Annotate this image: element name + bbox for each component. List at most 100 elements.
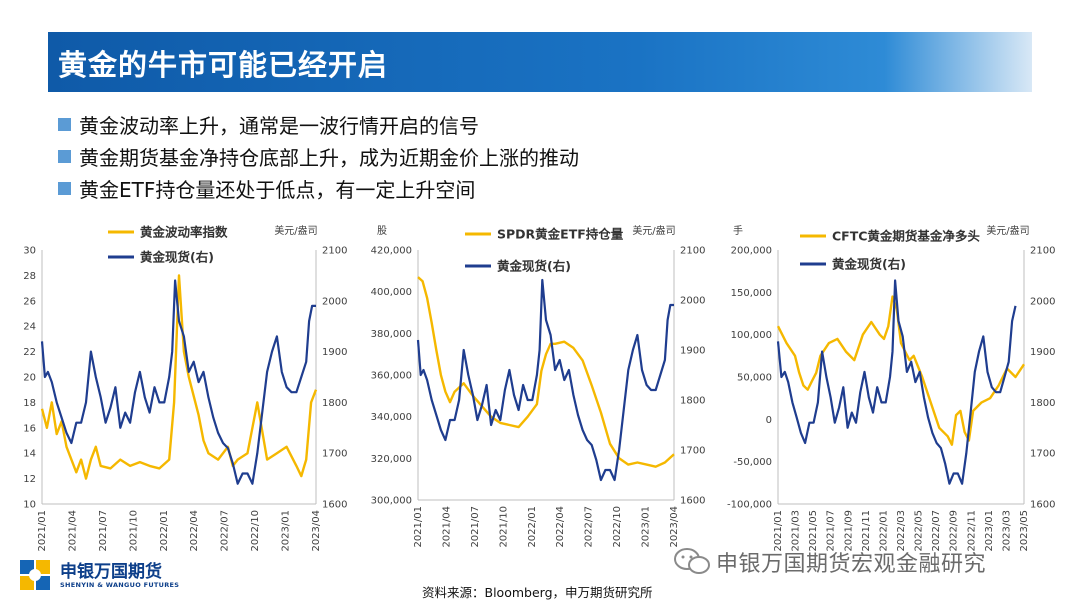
- company-logo: 申银万国期货 SHENYIN & WANGUO FUTURES: [18, 558, 179, 594]
- source-note: 资料来源：Bloomberg，申万期货研究所: [422, 585, 653, 600]
- chart-panel-3: -100,000 -50,000 0 50,000 100,000 150,000 200,…: [727, 224, 1055, 552]
- x-tick-label: 2021/04: [441, 506, 452, 548]
- bullet-text: 黄金ETF持仓量还处于低点，有一定上升空间: [79, 177, 476, 202]
- bullet-item: 黄金ETF持仓量还处于低点，有一定上升空间: [58, 172, 579, 204]
- right-tick-label: 1600: [322, 500, 347, 511]
- left-tick-label: 22: [23, 347, 36, 358]
- x-tick-label: 2022/09: [949, 510, 960, 552]
- x-tick-label: 2022/04: [555, 506, 566, 548]
- x-tick-label: 2022/05: [914, 510, 925, 552]
- x-tick-label: 2022/01: [159, 510, 170, 552]
- x-tick-label: 2022/11: [966, 510, 977, 552]
- left-tick-label: 10: [23, 500, 36, 511]
- right-tick-label: 1900: [322, 347, 347, 358]
- x-tick-label: 2023/01: [984, 510, 995, 552]
- left-tick-label: 200,000: [731, 246, 772, 257]
- right-tick-label: 2100: [322, 246, 347, 257]
- x-tick-label: 2021/01: [37, 510, 48, 552]
- x-tick-label: 2021/09: [843, 510, 854, 552]
- right-tick-label: 2100: [1030, 246, 1055, 257]
- x-tick-label: 2023/05: [1019, 510, 1030, 552]
- right-tick-label: 2000: [680, 296, 705, 307]
- legend-label: 黄金现货(右): [832, 257, 906, 272]
- bullet-text: 黄金波动率上升，通常是一波行情开启的信号: [79, 113, 479, 138]
- left-tick-label: 420,000: [371, 246, 412, 257]
- chart-panel-2: 300,000 320,000 340,000 360,000 380,000 400,0…: [371, 224, 706, 548]
- x-tick-label: 2022/03: [896, 510, 907, 552]
- right-tick-label: 2100: [680, 246, 705, 257]
- left-tick-label: 50,000: [737, 373, 772, 384]
- x-tick-label: 2023/04: [669, 506, 680, 548]
- series-line-gold-spot: [416, 278, 674, 482]
- x-tick-label: 2021/11: [861, 510, 872, 552]
- legend-label: SPDR黄金ETF持仓量: [497, 227, 624, 242]
- chart-panel-1: 10 12 14 16 18 20 22 24 26 28 30 1600 1700 1800 1900 20…: [23, 224, 347, 552]
- x-tick-label: 2021/03: [791, 510, 802, 552]
- right-unit-label: 美元/盎司: [274, 224, 317, 237]
- right-unit-label: 美元/盎司: [986, 224, 1029, 237]
- right-tick-label: 1900: [680, 346, 705, 357]
- left-tick-label: 28: [23, 271, 36, 282]
- left-tick-label: 18: [23, 398, 36, 409]
- right-tick-label: 2000: [1030, 296, 1055, 307]
- legend-label: 黄金波动率指数: [140, 225, 228, 240]
- x-tick-label: 2022/07: [584, 506, 595, 548]
- left-tick-label: -100,000: [727, 500, 772, 511]
- left-tick-label: 24: [23, 322, 36, 333]
- x-tick-label: 2021/01: [413, 506, 424, 548]
- x-tick-label: 2022/01: [527, 506, 538, 548]
- title-bar: [48, 32, 1032, 92]
- left-tick-label: 150,000: [731, 288, 772, 299]
- x-tick-label: 2021/07: [470, 506, 481, 548]
- right-tick-label: 1600: [680, 496, 705, 507]
- x-tick-label: 2022/10: [612, 506, 623, 548]
- series-line-gold-spot: [776, 279, 1017, 485]
- right-tick-label: 1800: [1030, 398, 1055, 409]
- left-tick-label: -50,000: [733, 457, 772, 468]
- bullet-square-icon: [58, 181, 71, 195]
- left-tick-label: 360,000: [371, 371, 412, 382]
- bullet-item: 黄金期货基金净持仓底部上升，成为近期金价上涨的推动: [58, 140, 579, 172]
- x-tick-label: 2022/04: [189, 510, 200, 552]
- x-tick-label: 2023/01: [281, 510, 292, 552]
- legend-label: 黄金现货(右): [497, 259, 571, 274]
- left-tick-label: 12: [23, 474, 36, 485]
- logo-mark-icon: [18, 558, 54, 594]
- x-tick-label: 2021/01: [773, 510, 784, 552]
- right-tick-label: 1900: [1030, 347, 1055, 358]
- x-tick-label: 2022/10: [250, 510, 261, 552]
- bullet-square-icon: [58, 149, 71, 163]
- right-tick-label: 1700: [1030, 449, 1055, 460]
- left-tick-label: 20: [23, 373, 36, 384]
- right-unit-label: 美元/盎司: [632, 224, 675, 237]
- legend-label: 黄金现货(右): [140, 250, 214, 265]
- series-line-primary: [40, 274, 318, 480]
- left-tick-label: 30: [23, 246, 36, 257]
- x-tick-label: 2023/03: [1001, 510, 1012, 552]
- logo-cn: 申银万国期货: [60, 562, 162, 582]
- x-tick-label: 2023/01: [641, 506, 652, 548]
- right-tick-label: 1700: [680, 446, 705, 457]
- charts-svg: 10 12 14 16 18 20 22 24 26 28 30 1600 1700 1800 1900 20…: [23, 224, 1055, 552]
- right-tick-label: 1700: [322, 449, 347, 460]
- x-tick-label: 2021/07: [826, 510, 837, 552]
- wechat-watermark: 申银万国期货宏观金融研究: [672, 546, 986, 578]
- x-tick-label: 2022/07: [220, 510, 231, 552]
- series-line-primary: [417, 276, 675, 468]
- left-tick-label: 340,000: [371, 412, 412, 423]
- left-unit-label: 手: [733, 224, 743, 237]
- x-tick-label: 2021/10: [128, 510, 139, 552]
- legend-label: CFTC黄金期货基金净多头: [832, 229, 980, 244]
- left-tick-label: 320,000: [371, 454, 412, 465]
- left-tick-label: 14: [23, 449, 36, 460]
- x-tick-label: 2021/04: [67, 510, 78, 552]
- logo-en: SHENYIN & WANGUO FUTURES: [60, 581, 180, 589]
- x-tick-label: 2021/05: [808, 510, 819, 552]
- left-tick-label: 100,000: [731, 330, 772, 341]
- bullet-square-icon: [58, 117, 71, 131]
- left-tick-label: 0: [766, 415, 772, 426]
- charts-area: 10 12 14 16 18 20 22 24 26 28 30 1600 1700 1800 1900 20…: [0, 212, 1080, 552]
- wechat-icon: [674, 548, 710, 574]
- x-tick-label: 2023/04: [311, 510, 322, 552]
- right-tick-label: 1800: [322, 398, 347, 409]
